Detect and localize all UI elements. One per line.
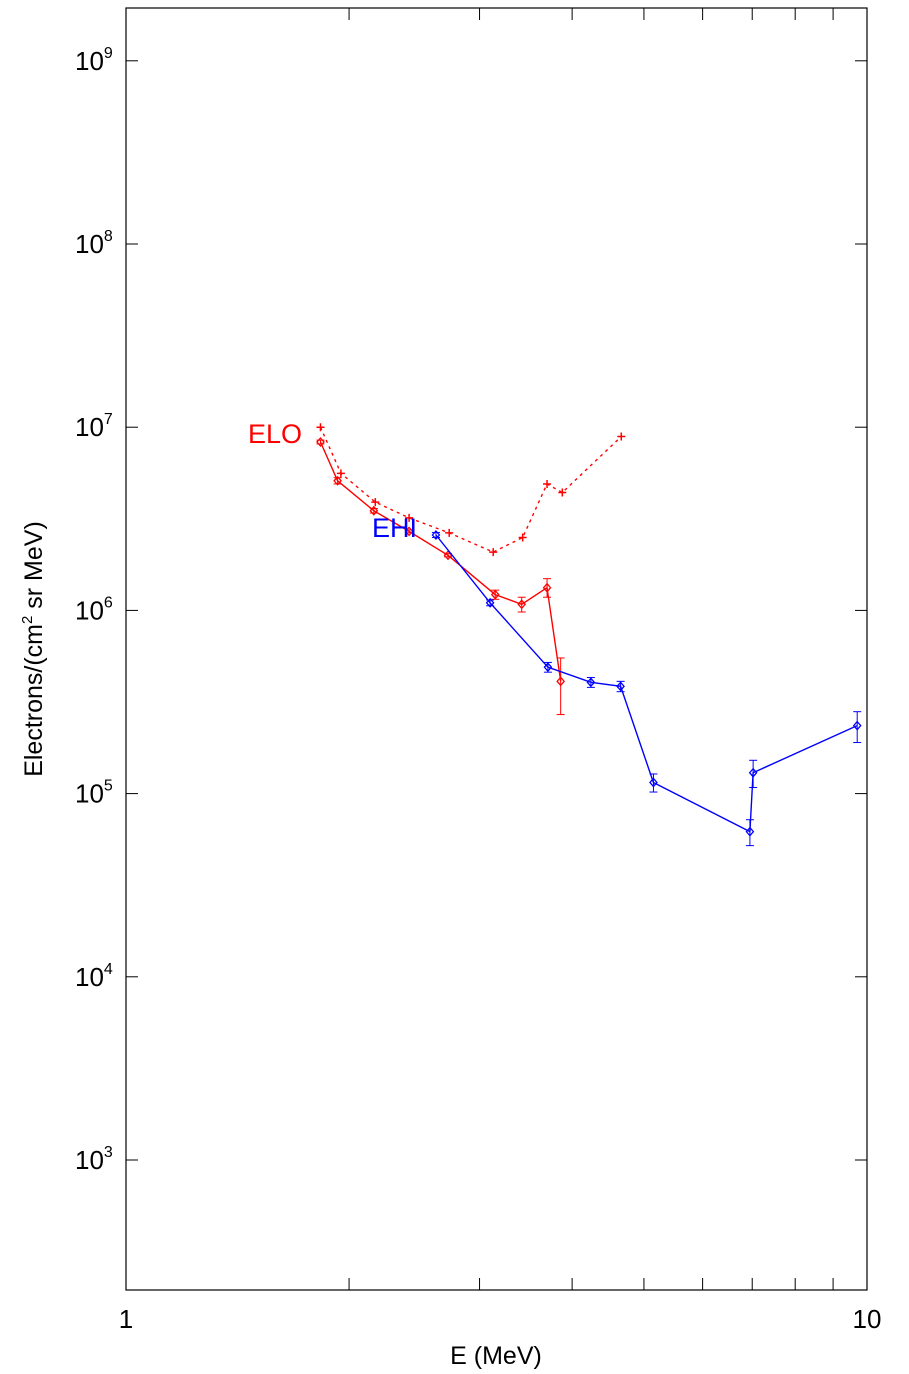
data-point-plus [617,432,626,441]
y-tick-label: 107 [75,411,113,442]
data-point-diamond [316,437,325,448]
series-0 [316,437,566,716]
data-point-diamond [649,777,658,788]
x-axis-title: E (MeV) [450,1342,542,1370]
y-tick-label-base: 10 [75,1145,104,1175]
y-tick-label-exponent: 9 [104,45,113,62]
data-point-diamond [333,475,342,486]
series-line [435,534,858,833]
y-tick-label: 103 [75,1144,113,1175]
x-tick-label-1: 1 [119,1304,133,1334]
y-tick-label-base: 10 [75,962,104,992]
series-label-elo: ELO [248,419,302,449]
data-point-diamond [745,826,755,837]
series-line [319,441,562,682]
y-tick-label-exponent: 6 [104,594,113,611]
data-point-diamond [517,599,527,610]
x-tick-label-10: 10 [853,1304,882,1334]
y-axis-title-main: Electrons/(cm [20,624,48,777]
data-point-plus [316,423,325,432]
data-point-diamond [404,526,414,537]
y-tick-label-exponent: 5 [104,778,113,795]
data-point-plus [336,469,345,478]
series-1 [316,423,626,557]
y-axis-title-superscript: 2 [19,616,36,624]
data-point-diamond [369,505,379,516]
plot-frame [125,7,868,1291]
y-tick-label-exponent: 4 [104,961,113,978]
series-label-ehi: EHI [372,513,417,543]
data-point-plus [489,548,498,557]
y-tick-label-exponent: 7 [104,411,113,428]
data-point-plus [405,513,414,522]
y-tick-label: 108 [75,228,113,259]
y-tick-label: 104 [75,961,113,992]
y-tick-label-base: 10 [75,412,104,442]
data-point-diamond [616,681,625,692]
data-point-plus [445,528,454,537]
y-tick-label-exponent: 3 [104,1144,113,1161]
y-axis-title-tail: sr MeV) [20,521,48,615]
y-tick-label: 106 [75,594,113,625]
data-point-diamond [852,720,862,731]
y-tick-label-base: 10 [75,229,104,259]
data-point-diamond [490,589,500,600]
data-point-plus [543,479,552,488]
series-2 [431,530,862,847]
data-point-plus [371,498,380,507]
y-tick-label: 105 [75,778,113,809]
x-minor-ticks [348,8,834,1290]
y-axis-title: Electrons/(cm2 sr MeV) [19,521,48,777]
y-tick-label: 109 [75,45,113,76]
series-line [319,426,622,553]
data-point-plus [518,533,527,542]
y-tick-label-base: 10 [75,779,104,809]
data-point-diamond [543,662,553,673]
data-point-diamond [748,767,758,778]
y-tick-label-base: 10 [75,595,104,625]
y-tick-label-base: 10 [75,46,104,76]
series-layer [316,423,862,847]
data-point-diamond [431,530,441,540]
data-point-plus [558,488,567,497]
data-point-diamond [542,582,552,593]
y-tick-label-exponent: 8 [104,228,113,245]
data-point-diamond [586,677,596,688]
data-point-diamond [485,597,495,608]
data-point-diamond [556,676,566,687]
